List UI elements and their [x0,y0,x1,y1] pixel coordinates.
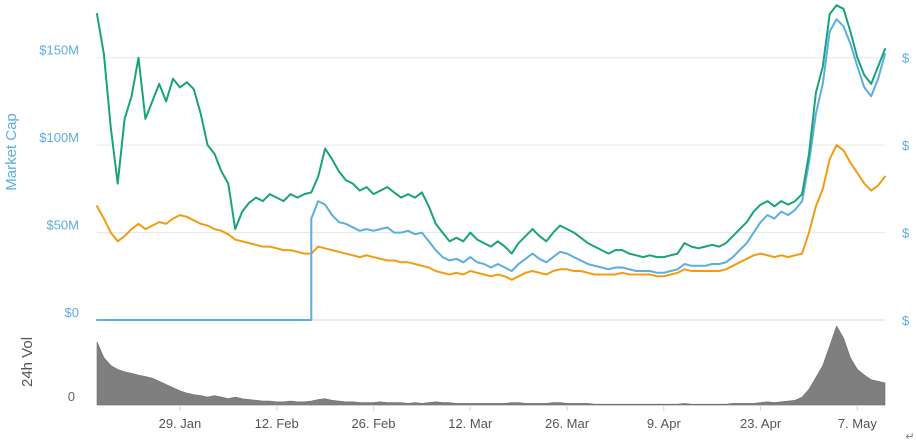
x-axis-ticks: 29. Jan 12. Feb 26. Feb 12. Mar 26. Mar 9. Ap… [159,405,878,431]
y-axis-ticks: $0 $50M $100M $150M [39,43,79,320]
volume-area-path [96,325,886,406]
x-tick-label: 12. Mar [448,416,493,431]
series-line-green [96,4,886,259]
return-icon: ↵ [905,431,914,443]
x-tick-label: 7. May [838,416,878,431]
x-tick-label: 26. Mar [545,416,590,431]
series-line-orange [96,144,886,281]
y-right-tick-label: $ [902,313,910,328]
y-axis-title: Market Cap [3,113,20,191]
volume-axis-title: 24h Vol [19,337,36,387]
price-series [96,4,886,321]
x-tick-label: 26. Feb [351,416,395,431]
y-right-tick-label: $ [902,138,910,153]
x-tick-label: 9. Apr [647,416,682,431]
y-right-tick-label: $ [902,51,910,66]
volume-area [96,325,886,406]
y-tick-label: $100M [39,130,79,145]
y-tick-label: $0 [65,305,79,320]
y-axis-right-ticks: $ $ $ $ [902,51,910,328]
volume-zero-tick: 0 [68,389,75,404]
x-tick-label: 12. Feb [255,416,299,431]
series-line-blue [96,18,886,321]
x-tick-label: 23. Apr [740,416,782,431]
y-tick-label: $150M [39,43,79,58]
x-tick-label: 29. Jan [159,416,202,431]
gridlines [97,57,885,321]
y-right-tick-label: $ [902,226,910,241]
y-tick-label: $50M [46,218,79,233]
